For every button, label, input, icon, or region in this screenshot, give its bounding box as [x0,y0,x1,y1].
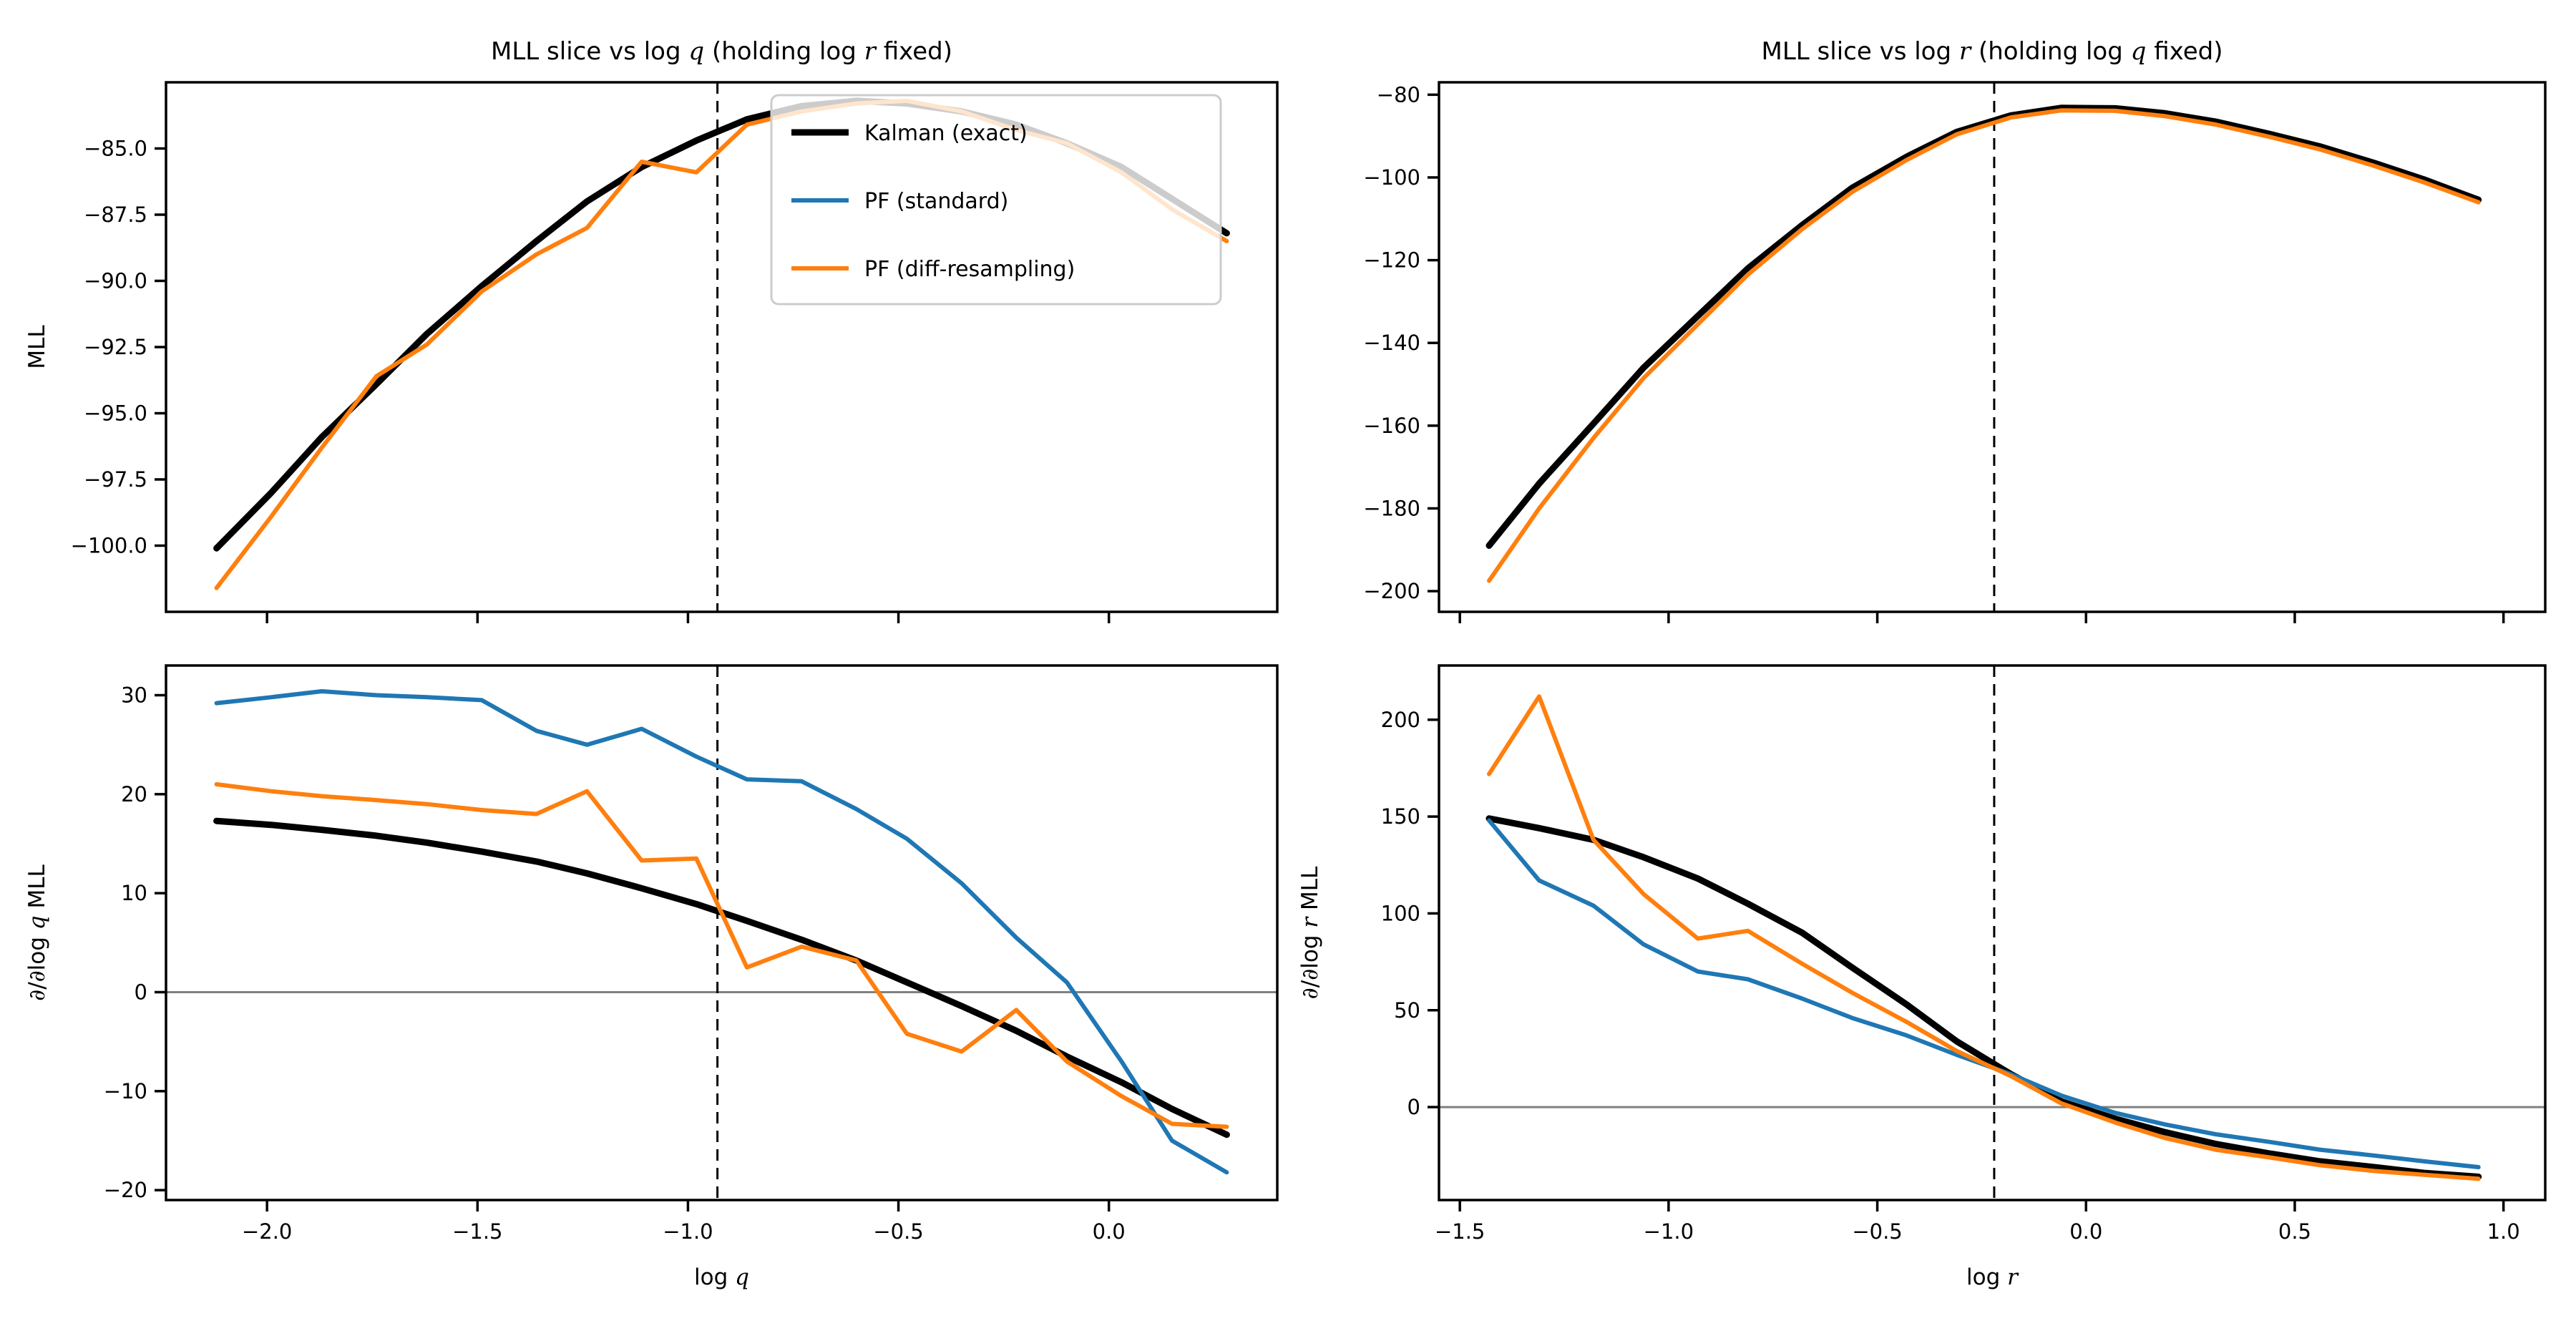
series-line-1 [214,689,1229,1175]
legend: Kalman (exact) PF (standard) PF (diff-resa… [770,94,1222,306]
plot-title: MLL slice vs log q (holding log r fixed) [491,37,952,66]
y-tick-label: −20 [104,1178,147,1202]
x-tick-label: 0.5 [2278,1219,2311,1244]
series-line-2 [214,782,1229,1129]
x-tick-label: 1.0 [2487,1219,2520,1244]
x-tick-label: −1.5 [452,1219,502,1244]
y-axis-label: MLL [24,325,50,369]
series-line-0 [213,817,1230,1139]
x-tick-label: −1.0 [1644,1219,1694,1244]
y-tick-label: −90.0 [84,269,147,293]
y-tick-label: −100 [1363,165,1420,190]
series-line-2 [1487,694,2481,1181]
x-tick-label: −1.5 [1435,1219,1485,1244]
y-tick-label: −80 [1377,82,1420,107]
y-tick-label: 10 [121,881,147,905]
y-tick-label: −200 [1363,579,1420,603]
x-tick-label: 0.0 [2069,1219,2102,1244]
series-line-1 [1487,108,2481,583]
subplot-dmll-dlogq: 30 20 10 0 −10 −20 −2.0 −1.5 −1.0 −0.5 0.0 log q ∂/∂… [24,664,1279,1290]
y-tick-label: −180 [1363,496,1420,520]
y-tick-label: −140 [1363,331,1420,355]
y-tick-label: −87.5 [84,203,147,227]
legend-entry-label: PF (standard) [864,189,1008,214]
x-tick-label: 0.0 [1093,1219,1126,1244]
x-axis-label: log q [694,1264,749,1290]
x-tick-label: −1.0 [663,1219,713,1244]
axes-frame [1438,81,2547,613]
y-axis-label: ∂/∂log r MLL [1297,866,1323,999]
y-tick-label: 0 [135,980,147,1005]
series-line-0 [1485,104,2482,549]
y-tick-label: −92.5 [84,335,147,359]
x-tick-label: −2.0 [242,1219,292,1244]
x-tick-label: −0.5 [1852,1219,1902,1244]
axes-frame [1438,664,2547,1201]
legend-entry-label: PF (diff-resampling) [864,257,1075,282]
y-tick-label: −120 [1363,248,1420,273]
series-line-1 [1487,818,2481,1169]
subplot-mll-vs-logq: MLL slice vs log q (holding log r fixed)… [24,37,1279,623]
y-tick-label: −85.0 [84,137,147,161]
y-tick-label: −100.0 [71,534,147,558]
y-tick-label: 30 [121,683,147,708]
x-tick-label: −0.5 [873,1219,923,1244]
y-tick-label: 50 [1394,998,1420,1023]
x-axis-label: log r [1966,1264,2019,1290]
axes-frame [165,664,1279,1201]
y-tick-label: 200 [1381,708,1420,732]
y-tick-label: 100 [1381,901,1420,925]
y-tick-label: −97.5 [84,467,147,492]
y-axis-label: ∂/∂log q MLL [24,864,50,1000]
y-tick-label: −95.0 [84,401,147,426]
y-tick-label: −160 [1363,414,1420,438]
y-tick-label: −10 [104,1079,147,1103]
plot-title: MLL slice vs log r (holding log q fixed) [1762,37,2223,66]
y-tick-label: 150 [1381,804,1420,829]
legend-box [770,94,1222,306]
series-line-0 [1485,815,2482,1180]
y-tick-label: 0 [1407,1095,1420,1119]
legend-entry-label: Kalman (exact) [864,121,1028,146]
subplot-mll-vs-logr: MLL slice vs log r (holding log q fixed)… [1363,37,2547,623]
subplot-dmll-dlogr: 200 150 100 50 0 −1.5 −1.0 −0.5 0.0 0.5 1.0 log r ∂/… [1297,664,2547,1290]
y-tick-label: 20 [121,782,147,806]
